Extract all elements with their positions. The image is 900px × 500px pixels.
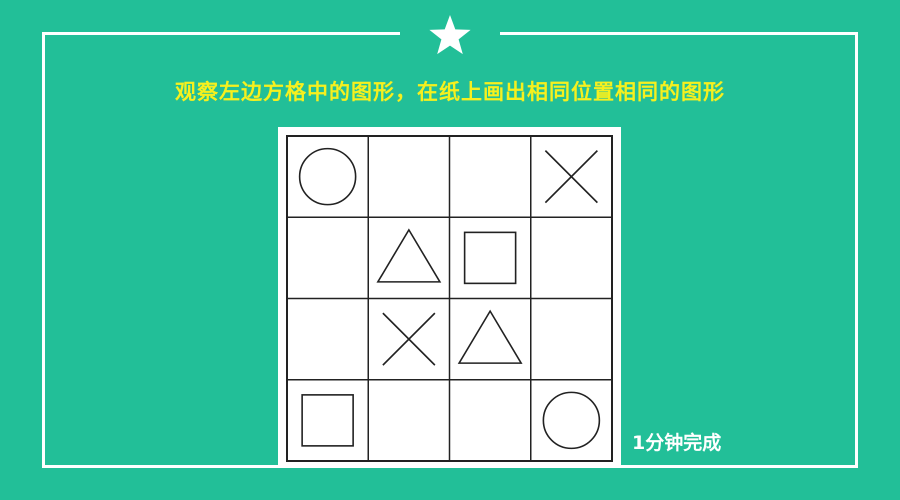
- triangle-shape: [376, 228, 442, 283]
- instruction-text: 观察左边方格中的图形，在纸上画出相同位置相同的图形: [175, 80, 725, 104]
- shape-grid: [286, 135, 613, 462]
- circle-shape: [542, 391, 601, 450]
- square-shape: [463, 231, 517, 285]
- cross-stroke: [382, 312, 436, 366]
- square-shape: [301, 394, 354, 447]
- frame-top-left: [42, 32, 400, 35]
- triangle-shape: [457, 309, 523, 364]
- frame-right: [855, 32, 858, 468]
- time-label: 1分钟完成: [632, 432, 722, 454]
- circle-shape: [298, 147, 357, 206]
- cross-shape: [382, 312, 436, 366]
- frame-left: [42, 32, 45, 468]
- frame-top-right: [500, 32, 858, 35]
- grid-panel: [278, 127, 621, 467]
- cross-shape: [544, 150, 598, 204]
- star-icon: [429, 15, 471, 55]
- cross-stroke: [544, 150, 598, 204]
